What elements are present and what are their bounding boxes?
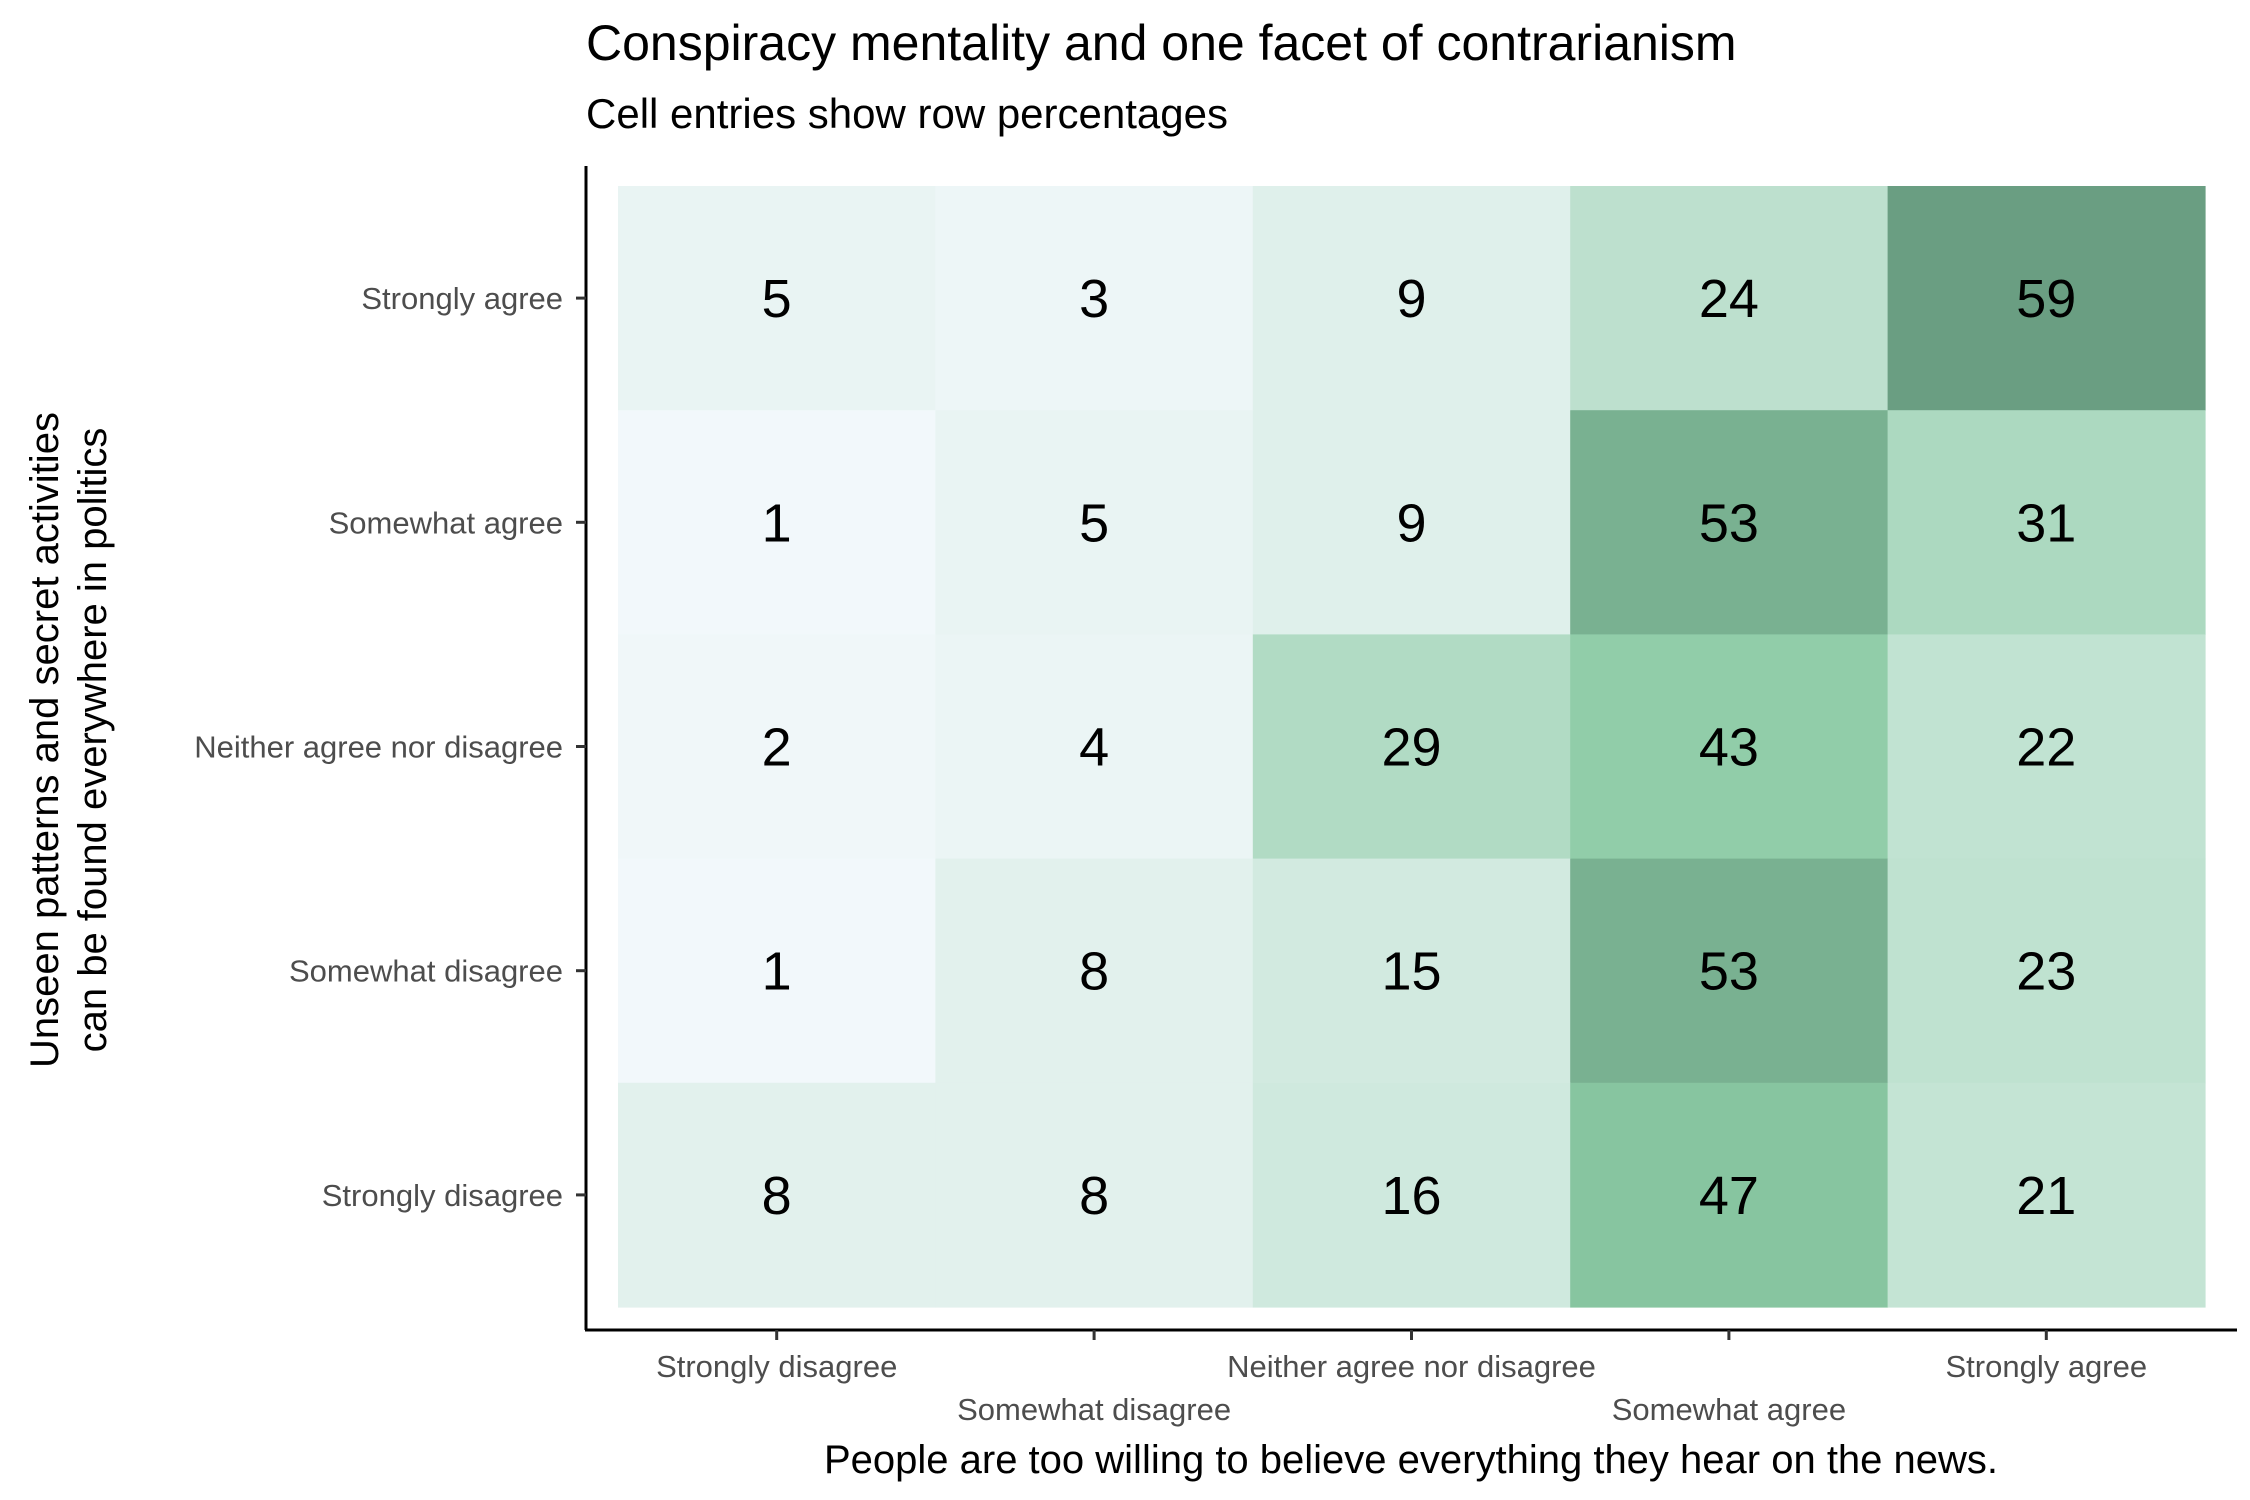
y-axis-title-line-2: can be found everywhere in politics [71, 428, 115, 1053]
cell-value-labels: 5 3 9 24 591 5 9 53 312 4 29 43 221 8 15 53 238 8 16 47 21 [762, 269, 2077, 1226]
cell-value-label: 21 [2016, 1166, 2076, 1226]
cell-value-label: 59 [2016, 269, 2076, 329]
heatmap-cell [618, 410, 936, 635]
y-axis-ticks: Strongly agree Somewhat agree Neither agre… [194, 281, 586, 1213]
cell-value-label: 8 [762, 1166, 792, 1226]
cell-value-label: 2 [762, 718, 792, 778]
x-tick-label: Somewhat agree [1612, 1392, 1846, 1427]
cell-value-label: 53 [1699, 493, 1759, 553]
heatmap-cell [935, 186, 1254, 411]
cell-value-label: 1 [762, 942, 792, 1002]
x-tick-label: Somewhat disagree [957, 1392, 1231, 1427]
x-axis-ticks: Strongly disagree Somewhat disagree Neithe… [656, 1330, 2147, 1427]
heatmap-cell [1252, 1082, 1571, 1308]
heatmap-cell [1887, 634, 2206, 860]
heatmap-cell [1570, 186, 1889, 411]
heatmap-cell [1570, 858, 1889, 1084]
heatmap-cell [1252, 410, 1571, 635]
chart-subtitle: Cell entries show row percentages [586, 90, 1228, 137]
heatmap-cell [1887, 1082, 2206, 1308]
cell-value-label: 1 [762, 493, 792, 553]
cell-value-label: 9 [1396, 493, 1426, 553]
heatmap-cell [1887, 410, 2206, 635]
heatmap-cell [1887, 858, 2206, 1084]
cell-value-label: 22 [2016, 718, 2076, 778]
cell-value-label: 5 [1079, 493, 1109, 553]
heatmap-cell [618, 634, 936, 860]
heatmap-cell [935, 858, 1254, 1084]
x-axis-title: People are too willing to believe everyt… [824, 1438, 1998, 1482]
heatmap-cell [935, 634, 1254, 860]
cell-value-label: 8 [1079, 1166, 1109, 1226]
cell-value-label: 8 [1079, 942, 1109, 1002]
heatmap-cell [1887, 186, 2206, 411]
cell-value-label: 9 [1396, 269, 1426, 329]
heatmap-cell [1570, 410, 1889, 635]
heatmap-cell [1570, 634, 1889, 860]
y-axis-title-line-1: Unseen patterns and secret activities [23, 412, 67, 1068]
heatmap-cells [618, 186, 2206, 1308]
cell-value-label: 5 [762, 269, 792, 329]
cell-value-label: 15 [1381, 942, 1441, 1002]
chart-title: Conspiracy mentality and one facet of co… [586, 15, 1737, 71]
cell-value-label: 4 [1079, 718, 1109, 778]
cell-value-label: 3 [1079, 269, 1109, 329]
y-tick-label: Strongly agree [361, 281, 563, 316]
cell-value-label: 53 [1699, 942, 1759, 1002]
y-tick-label: Somewhat agree [329, 505, 563, 540]
heatmap-cell [1252, 634, 1571, 860]
heatmap-cell [618, 1082, 936, 1308]
heatmap-cell [1252, 186, 1571, 411]
y-tick-label: Strongly disagree [322, 1178, 563, 1213]
y-axis-title: Unseen patterns and secret activities ca… [23, 412, 115, 1068]
heatmap-cell [1252, 858, 1571, 1084]
x-tick-label: Strongly agree [1945, 1349, 2147, 1384]
cell-value-label: 24 [1699, 269, 1759, 329]
heatmap-cell [935, 1082, 1254, 1308]
x-tick-label: Strongly disagree [656, 1349, 897, 1384]
cell-value-label: 31 [2016, 493, 2076, 553]
y-tick-label: Somewhat disagree [289, 954, 563, 989]
cell-value-label: 16 [1381, 1166, 1441, 1226]
cell-value-label: 29 [1381, 718, 1441, 778]
x-tick-label: Neither agree nor disagree [1227, 1349, 1596, 1384]
cell-value-label: 23 [2016, 942, 2076, 1002]
heatmap-cell [1570, 1082, 1889, 1308]
heatmap-cell [935, 410, 1254, 635]
y-tick-label: Neither agree nor disagree [194, 730, 563, 765]
cell-value-label: 47 [1699, 1166, 1759, 1226]
cell-value-label: 43 [1699, 718, 1759, 778]
heatmap-cell [618, 858, 936, 1084]
heatmap-cell [618, 186, 936, 411]
